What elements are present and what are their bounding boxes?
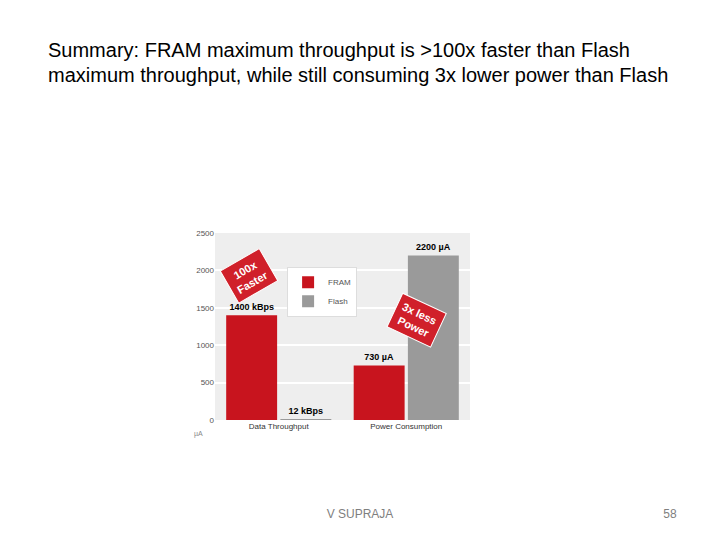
svg-text:730 µA: 730 µA (364, 352, 394, 362)
svg-text:100xFaster: 100xFaster (228, 256, 270, 296)
html-text:V SUPRAJA: V SUPRAJA (326, 507, 394, 521)
svg-text:µA: µA (194, 430, 203, 438)
svg-text:2500: 2500 (196, 229, 214, 238)
svg-text:1500: 1500 (196, 304, 214, 313)
svg-text:Flash: Flash (328, 297, 348, 306)
svg-text:2200 µA: 2200 µA (416, 242, 451, 252)
svg-text:Data Throughput: Data Throughput (249, 422, 310, 431)
svg-text:2000: 2000 (196, 266, 214, 275)
svg-text:FRAM: FRAM (328, 278, 351, 287)
svg-text:0: 0 (210, 416, 215, 425)
svg-text:3x lessPower: 3x lessPower (394, 301, 438, 340)
svg-text:Power Consumption: Power Consumption (370, 422, 442, 431)
svg-text:500: 500 (201, 378, 215, 387)
svg-text:12 kBps: 12 kBps (289, 406, 324, 416)
html-text:58: 58 (663, 507, 677, 521)
svg-text:1400 kBps: 1400 kBps (229, 302, 274, 312)
svg-text:1000: 1000 (196, 341, 214, 350)
html-text:Summary: FRAM maximum throughp: Summary: FRAM maximum throughput is >100… (48, 39, 669, 86)
